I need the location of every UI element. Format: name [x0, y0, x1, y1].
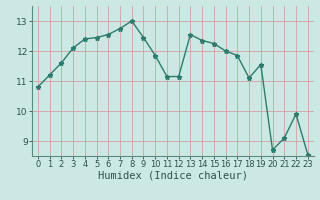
- X-axis label: Humidex (Indice chaleur): Humidex (Indice chaleur): [98, 171, 248, 181]
